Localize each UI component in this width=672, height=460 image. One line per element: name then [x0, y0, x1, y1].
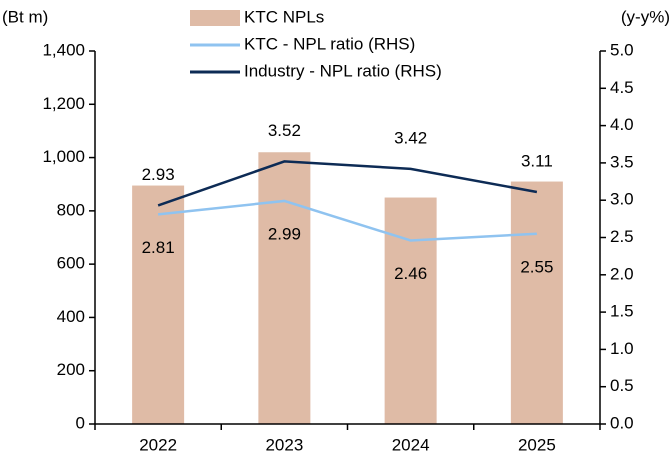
y2-tick-label: 0.5 — [610, 376, 634, 395]
y2-tick-label: 4.0 — [610, 115, 634, 134]
data-label: 3.42 — [394, 128, 427, 147]
y2-tick-label: 0.0 — [610, 413, 634, 432]
x-tick-label: 2022 — [139, 435, 177, 454]
data-label: 2.99 — [268, 224, 301, 243]
y-axis-label: (Bt m) — [2, 7, 48, 26]
y2-tick-label: 3.0 — [610, 190, 634, 209]
y-tick-label: 0 — [76, 413, 85, 432]
data-label: 2.46 — [394, 264, 427, 283]
legend-label: KTC NPLs — [244, 7, 324, 26]
legend-swatch — [190, 10, 240, 26]
data-label: 3.11 — [521, 151, 553, 170]
data-label: 2.93 — [142, 165, 175, 184]
y2-tick-label: 3.5 — [610, 152, 634, 171]
x-tick-label: 2024 — [392, 435, 430, 454]
y2-tick-label: 5.0 — [610, 40, 634, 59]
bar — [258, 152, 311, 424]
y-tick-label: 1,200 — [42, 94, 85, 113]
line — [157, 199, 537, 242]
y-tick-label: 1,000 — [42, 147, 85, 166]
bar — [384, 197, 437, 424]
y-tick-label: 600 — [57, 254, 85, 273]
line — [157, 160, 538, 207]
y-tick-label: 200 — [57, 360, 85, 379]
data-label: 2.81 — [142, 238, 175, 257]
y2-tick-label: 1.5 — [610, 302, 634, 321]
bar — [510, 181, 563, 424]
bar — [132, 185, 185, 424]
y2-tick-label: 2.0 — [610, 264, 634, 283]
x-tick-label: 2025 — [518, 435, 556, 454]
y-tick-label: 1,400 — [42, 40, 85, 59]
x-tick-label: 2023 — [265, 435, 303, 454]
data-label: 3.52 — [268, 121, 301, 140]
y2-axis-label: (y-y%) — [621, 7, 670, 26]
y2-tick-label: 4.5 — [610, 78, 634, 97]
legend-label: Industry - NPL ratio (RHS) — [244, 61, 442, 80]
y2-tick-label: 1.0 — [610, 339, 634, 358]
data-label: 2.55 — [520, 257, 553, 276]
y-tick-label: 800 — [57, 200, 85, 219]
legend-label: KTC - NPL ratio (RHS) — [244, 34, 415, 53]
y-tick-label: 400 — [57, 307, 85, 326]
y2-tick-label: 2.5 — [610, 227, 634, 246]
